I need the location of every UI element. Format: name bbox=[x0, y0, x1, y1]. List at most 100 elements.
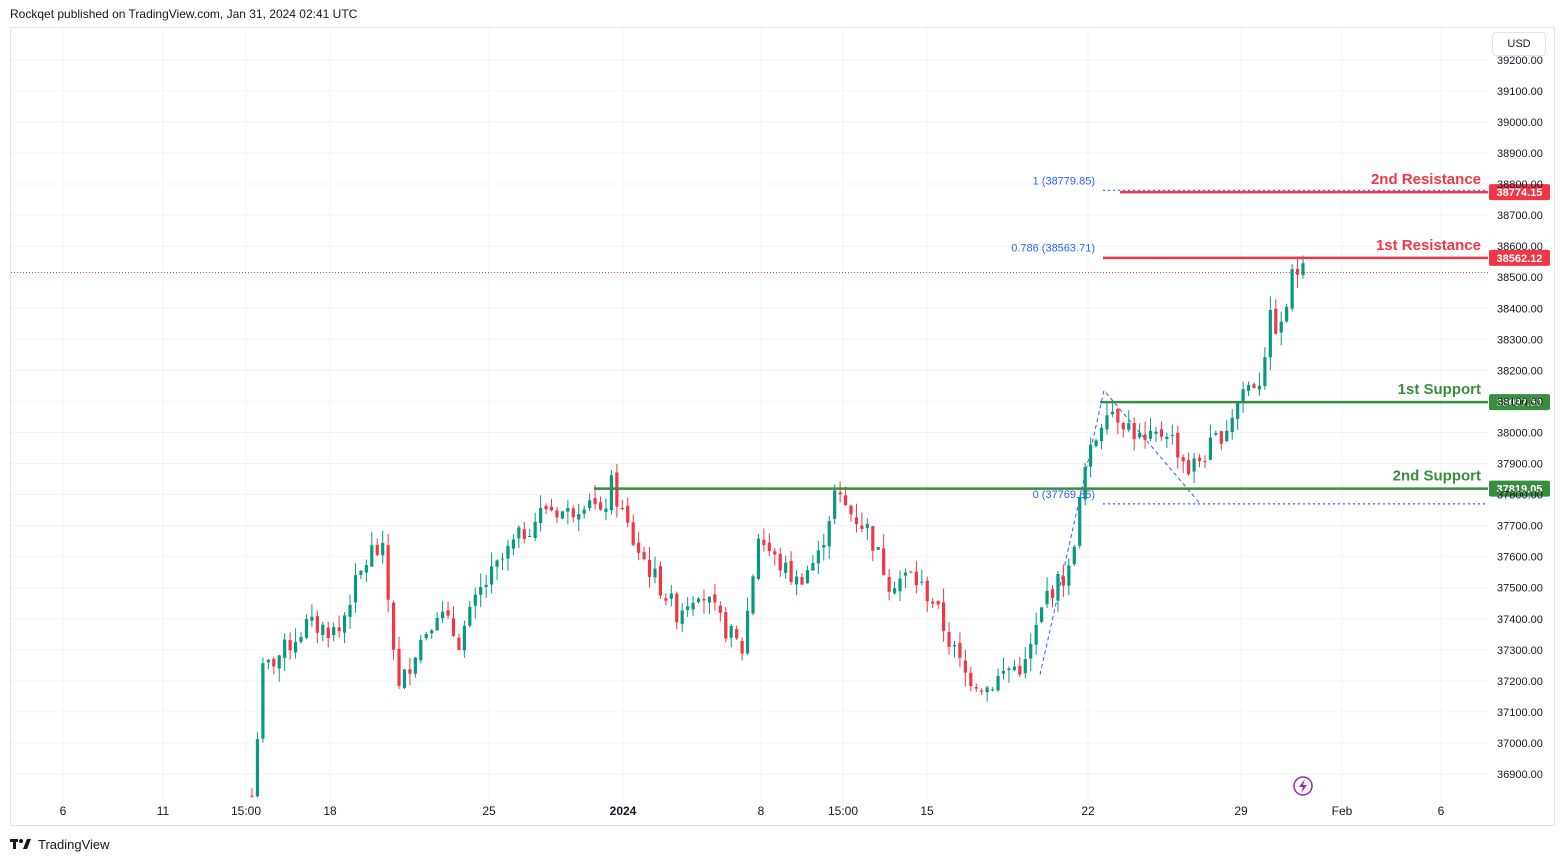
candle-body bbox=[1197, 457, 1202, 462]
price-tick-label: 37300.00 bbox=[1497, 645, 1543, 657]
currency-selector-button[interactable]: USD bbox=[1492, 32, 1546, 56]
price-tick-label: 37600.00 bbox=[1497, 552, 1543, 564]
candle-body bbox=[397, 648, 401, 686]
candle-body bbox=[1067, 565, 1071, 586]
candle-body bbox=[342, 615, 347, 633]
candle-body bbox=[1154, 431, 1158, 434]
price-tick-label: 39000.00 bbox=[1497, 117, 1543, 129]
candle-body bbox=[969, 672, 973, 687]
level-price-label: 38774.15 bbox=[1497, 187, 1543, 199]
candle-body bbox=[462, 625, 466, 651]
candle-body bbox=[1203, 461, 1207, 463]
candle-body bbox=[560, 511, 564, 519]
candle-body bbox=[773, 551, 777, 555]
candle-body bbox=[827, 521, 831, 547]
candle-body bbox=[522, 529, 526, 540]
candle-body bbox=[985, 687, 989, 693]
time-tick-label: 6 bbox=[1438, 804, 1445, 818]
candle-body bbox=[588, 500, 592, 509]
candle-body bbox=[1246, 384, 1251, 391]
time-tick-label: 11 bbox=[157, 804, 170, 818]
candle-body bbox=[876, 547, 880, 550]
candle-body bbox=[1127, 423, 1131, 430]
candle-body bbox=[321, 624, 325, 636]
candle-body bbox=[1099, 427, 1104, 441]
candle-body bbox=[860, 525, 864, 530]
brand-name: TradingView bbox=[38, 836, 110, 852]
time-axis: 6 11 15:00 18 25 2024 8 15:00 15 22 29 Feb 6 bbox=[60, 804, 1445, 818]
candle-body bbox=[1236, 401, 1240, 420]
price-tick-label: 38100.00 bbox=[1497, 396, 1543, 408]
chart-extras bbox=[1293, 776, 1313, 796]
time-tick-label: 15:00 bbox=[828, 804, 858, 818]
candles bbox=[250, 255, 1305, 798]
candle-body bbox=[440, 611, 445, 619]
candle-body bbox=[299, 636, 303, 642]
candle-body bbox=[1219, 431, 1223, 444]
candle-body bbox=[1181, 457, 1185, 462]
level-price-label: 38562.12 bbox=[1497, 253, 1543, 265]
candle-body bbox=[381, 542, 385, 556]
candle-body bbox=[479, 586, 483, 595]
candle-body bbox=[1094, 440, 1098, 446]
candle-body bbox=[931, 601, 935, 604]
candle-body bbox=[364, 565, 368, 573]
candle-body bbox=[315, 616, 319, 633]
level-name: 2nd Support bbox=[1393, 468, 1481, 485]
publisher-caption: Rockqet published on TradingView.com, Ja… bbox=[10, 7, 358, 21]
candle-body bbox=[468, 606, 472, 626]
candle-body bbox=[669, 593, 673, 599]
price-tick-label: 39200.00 bbox=[1497, 55, 1543, 67]
candle-body bbox=[1301, 263, 1305, 276]
chart-frame[interactable] bbox=[10, 27, 1555, 826]
candle-body bbox=[1274, 308, 1278, 334]
candle-body bbox=[457, 637, 461, 650]
candle-body bbox=[544, 505, 548, 510]
candle-body bbox=[805, 570, 810, 584]
candle-body bbox=[849, 505, 853, 515]
time-tick-label: 2024 bbox=[610, 804, 637, 818]
candle-body bbox=[892, 588, 897, 594]
candle-body bbox=[980, 690, 984, 692]
candle-body bbox=[724, 612, 728, 639]
candle-body bbox=[745, 610, 750, 654]
candle-body bbox=[1050, 589, 1055, 599]
candle-body bbox=[1138, 432, 1142, 438]
price-tick-label: 37200.00 bbox=[1497, 676, 1543, 688]
candle-body bbox=[1029, 644, 1033, 659]
candle-body bbox=[1225, 430, 1229, 441]
price-tick-label: 37900.00 bbox=[1497, 459, 1543, 471]
lightning-icon bbox=[1299, 779, 1307, 793]
price-tick-label: 37700.00 bbox=[1497, 521, 1543, 533]
candle-body bbox=[370, 545, 374, 567]
candle-body bbox=[620, 508, 624, 510]
candle-body bbox=[490, 566, 494, 585]
candle-body bbox=[582, 509, 586, 514]
candle-body bbox=[375, 544, 379, 556]
time-tick-label: 8 bbox=[758, 804, 765, 818]
price-tick-label: 38300.00 bbox=[1497, 334, 1543, 346]
candle-body bbox=[1214, 432, 1218, 435]
candle-body bbox=[1148, 430, 1153, 439]
candle-body bbox=[1268, 310, 1272, 358]
fib-trend-line bbox=[1039, 389, 1200, 675]
candle-body bbox=[756, 538, 761, 579]
candle-body bbox=[598, 502, 603, 510]
price-tick-label: 37500.00 bbox=[1497, 583, 1543, 595]
candle-body bbox=[430, 630, 434, 634]
candle-body bbox=[408, 669, 412, 674]
candle-body bbox=[1132, 423, 1136, 440]
candle-body bbox=[887, 576, 891, 592]
candle-body bbox=[1187, 460, 1191, 475]
candle-body bbox=[332, 626, 336, 636]
candle-body bbox=[1176, 432, 1180, 458]
candle-body bbox=[566, 507, 570, 512]
candle-body bbox=[680, 610, 684, 624]
candle-body bbox=[1285, 306, 1289, 322]
time-tick-label: 22 bbox=[1081, 804, 1095, 818]
candle-body bbox=[1001, 670, 1006, 674]
candle-body bbox=[696, 598, 701, 603]
candle-body bbox=[686, 606, 690, 610]
candle-body bbox=[778, 553, 782, 571]
